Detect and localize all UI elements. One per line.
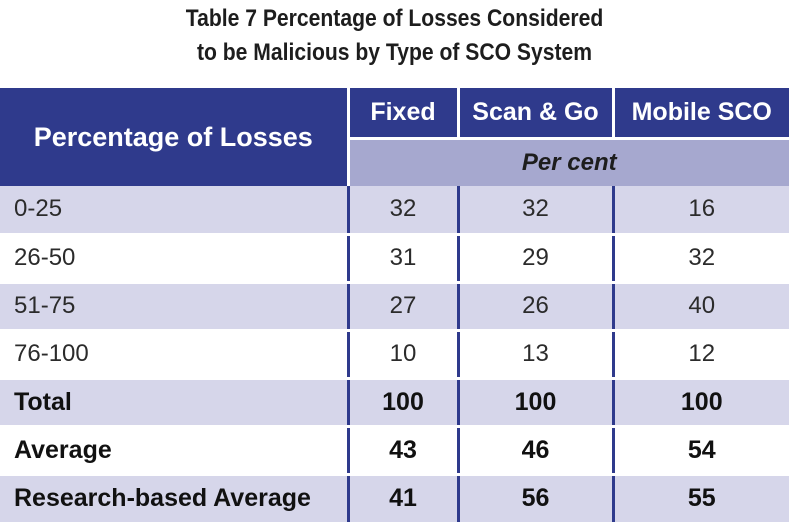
row-label: Research-based Average <box>0 474 348 522</box>
losses-table: Percentage of Losses Fixed Scan & Go Mob… <box>0 88 789 522</box>
cell-value: 40 <box>611 282 789 332</box>
row-label: Average <box>0 426 348 476</box>
cell-value: 55 <box>611 474 789 522</box>
cell-value: 32 <box>456 186 613 236</box>
column-header-fixed: Fixed <box>348 88 460 141</box>
table-row-total: Total 100 100 100 <box>0 378 789 428</box>
cell-value: 46 <box>456 426 613 476</box>
column-header-mobile-sco: Mobile SCO <box>613 88 789 141</box>
table-row-average: Average 43 46 54 <box>0 426 789 476</box>
cell-value: 100 <box>456 378 613 428</box>
row-label: 0-25 <box>0 186 348 236</box>
column-header-scan-go: Scan & Go <box>458 88 615 141</box>
table-row: 0-25 32 32 16 <box>0 186 789 236</box>
table-row: 76-100 10 13 12 <box>0 330 789 380</box>
cell-value: 43 <box>346 426 458 476</box>
cell-value: 13 <box>456 330 613 380</box>
table-row: 26-50 31 29 32 <box>0 234 789 284</box>
table-title: Table 7 Percentage of Losses Considered … <box>47 0 741 80</box>
table-title-line-1: Table 7 Percentage of Losses Considered <box>185 5 604 32</box>
cell-value: 54 <box>611 426 789 476</box>
cell-value: 56 <box>456 474 613 522</box>
cell-value: 32 <box>346 186 458 236</box>
cell-value: 32 <box>611 234 789 284</box>
unit-header: Per cent <box>348 138 789 186</box>
cell-value: 16 <box>611 186 789 236</box>
cell-value: 100 <box>346 378 458 428</box>
row-header: Percentage of Losses <box>0 88 350 186</box>
cell-value: 29 <box>456 234 613 284</box>
row-label: 51-75 <box>0 282 348 332</box>
cell-value: 10 <box>346 330 458 380</box>
table-title-line-2: to be Malicious by Type of SCO System <box>196 39 593 66</box>
table-row-research-average: Research-based Average 41 56 55 <box>0 474 789 522</box>
table-row: 51-75 27 26 40 <box>0 282 789 332</box>
cell-value: 100 <box>611 378 789 428</box>
row-label: 26-50 <box>0 234 348 284</box>
row-label: 76-100 <box>0 330 348 380</box>
cell-value: 27 <box>346 282 458 332</box>
cell-value: 41 <box>346 474 458 522</box>
cell-value: 12 <box>611 330 789 380</box>
row-label: Total <box>0 378 348 428</box>
cell-value: 26 <box>456 282 613 332</box>
cell-value: 31 <box>346 234 458 284</box>
